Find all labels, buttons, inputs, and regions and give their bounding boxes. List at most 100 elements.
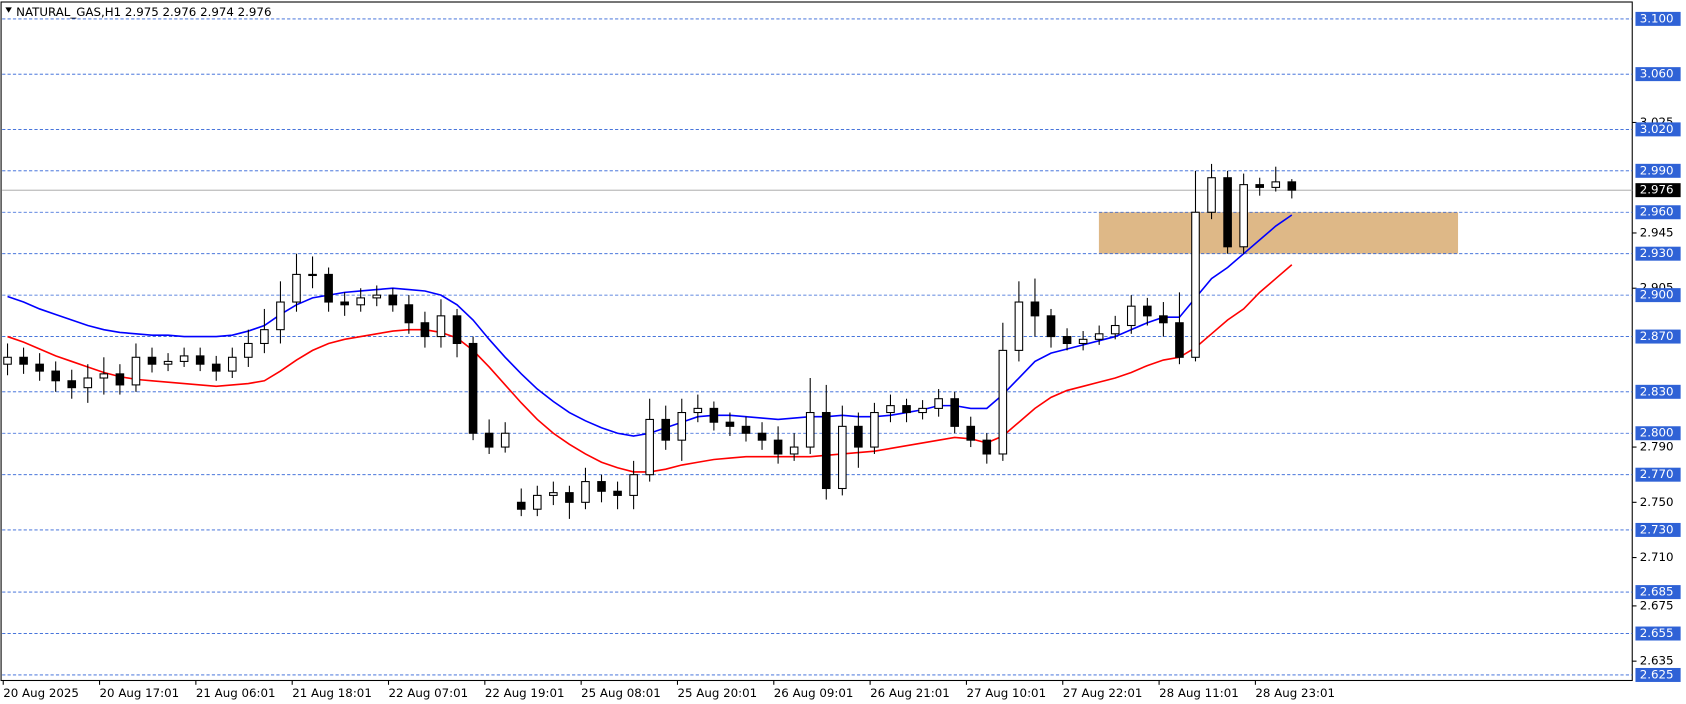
- level-label: 2.900: [1640, 288, 1674, 302]
- candle-body: [950, 398, 959, 427]
- candle-body: [67, 380, 77, 389]
- candle-body: [918, 407, 927, 414]
- x-tick-label: 20 Aug 2025: [3, 686, 79, 700]
- x-tick-label: 27 Aug 10:01: [966, 686, 1046, 700]
- candle-body: [1255, 184, 1265, 188]
- candle-body: [966, 425, 976, 441]
- candle-body: [356, 297, 366, 306]
- level-label: 2.770: [1640, 467, 1674, 481]
- candle-body: [902, 405, 911, 414]
- level-label-box: [1635, 67, 1681, 82]
- x-tick-label: 28 Aug 23:01: [1255, 686, 1335, 700]
- x-tick-label: 26 Aug 09:01: [774, 686, 854, 700]
- candle-body: [1239, 184, 1248, 248]
- x-tick-label: 26 Aug 21:01: [870, 686, 950, 700]
- candle-body: [725, 421, 735, 427]
- x-tick-label: 27 Aug 22:01: [1063, 686, 1143, 700]
- candle-body: [1175, 322, 1184, 358]
- candle-body: [661, 418, 671, 441]
- candle-body: [1110, 324, 1120, 335]
- candle-body: [308, 273, 317, 277]
- level-label-box: [1635, 205, 1681, 220]
- y-tick-label: 2.750: [1640, 495, 1674, 509]
- candle-body: [500, 432, 510, 448]
- candle-body: [886, 405, 895, 414]
- level-label-box: [1635, 426, 1681, 441]
- menu-arrow[interactable]: [5, 7, 12, 13]
- candle-body: [99, 373, 109, 379]
- candle-body: [532, 494, 542, 510]
- chart-title: NATURAL_GAS,H1 2.975 2.976 2.974 2.976: [16, 5, 271, 19]
- candle-body: [613, 490, 622, 496]
- level-label: 2.960: [1640, 205, 1674, 219]
- candle-body: [838, 425, 847, 490]
- candle-body: [1287, 181, 1297, 191]
- level-label: 2.730: [1640, 522, 1674, 536]
- level-label: 2.990: [1640, 163, 1674, 177]
- candle-body: [805, 411, 815, 448]
- level-label: 2.930: [1640, 246, 1674, 260]
- candle-body: [645, 418, 654, 476]
- candle-body: [1143, 305, 1152, 317]
- candle-body: [468, 342, 478, 434]
- plot-frame: [0, 1, 1633, 682]
- level-label-box: [1635, 626, 1681, 641]
- x-tick-label: 21 Aug 06:01: [196, 686, 276, 700]
- zone: [1098, 212, 1459, 254]
- candle-body: [324, 273, 333, 303]
- candle-body: [51, 370, 60, 382]
- level-label: 2.830: [1640, 384, 1674, 398]
- candle-body: [565, 492, 574, 503]
- candle-body: [292, 273, 301, 303]
- candle-body: [1062, 336, 1072, 345]
- x-tick-label: 25 Aug 08:01: [581, 686, 661, 700]
- y-tick-label: 2.945: [1640, 225, 1674, 239]
- level-label: 2.625: [1640, 667, 1674, 681]
- candle-body: [757, 432, 767, 441]
- candle-body: [179, 355, 189, 362]
- level-label: 3.020: [1640, 122, 1674, 136]
- candle-body: [1271, 181, 1281, 188]
- candle-body: [629, 474, 638, 496]
- candle-body: [1126, 305, 1136, 327]
- candle-body: [773, 439, 783, 455]
- candle-body: [741, 425, 751, 434]
- y-tick-label: 2.790: [1640, 440, 1674, 454]
- level-label-box: [1635, 288, 1681, 303]
- candle-body: [388, 294, 398, 306]
- candle-body: [1078, 338, 1088, 345]
- y-tick-label: 2.675: [1640, 598, 1674, 612]
- candle-body: [1159, 315, 1168, 324]
- candle-body: [1207, 177, 1216, 213]
- level-label-box: [1635, 122, 1681, 137]
- candle-body: [934, 398, 943, 409]
- level-label-box: [1635, 163, 1681, 178]
- x-tick-label: 22 Aug 19:01: [485, 686, 565, 700]
- level-label: 3.100: [1640, 11, 1674, 25]
- x-tick-label: 25 Aug 20:01: [677, 686, 757, 700]
- level-label-box: [1635, 667, 1681, 682]
- candle-body: [227, 356, 237, 372]
- candle-body: [1030, 301, 1040, 317]
- candle-body: [436, 315, 446, 338]
- candle-body: [982, 439, 992, 455]
- candle-body: [821, 411, 831, 490]
- candle-body: [1223, 177, 1232, 248]
- candle-body: [211, 363, 221, 372]
- level-label-box: [1635, 246, 1681, 261]
- candle-body: [854, 425, 863, 448]
- candle-body: [597, 481, 606, 492]
- candle-body: [1094, 333, 1104, 340]
- candle-body: [789, 446, 799, 455]
- candle-body: [3, 356, 12, 365]
- candle-body: [870, 411, 879, 448]
- candle-body: [484, 432, 494, 448]
- candle-body: [372, 294, 382, 299]
- y-tick-label: 2.635: [1640, 654, 1674, 668]
- candle-body: [549, 492, 558, 496]
- candle-body: [1014, 301, 1024, 351]
- candle-body: [244, 342, 253, 358]
- level-label: 2.685: [1640, 585, 1674, 599]
- candle-body: [131, 356, 141, 386]
